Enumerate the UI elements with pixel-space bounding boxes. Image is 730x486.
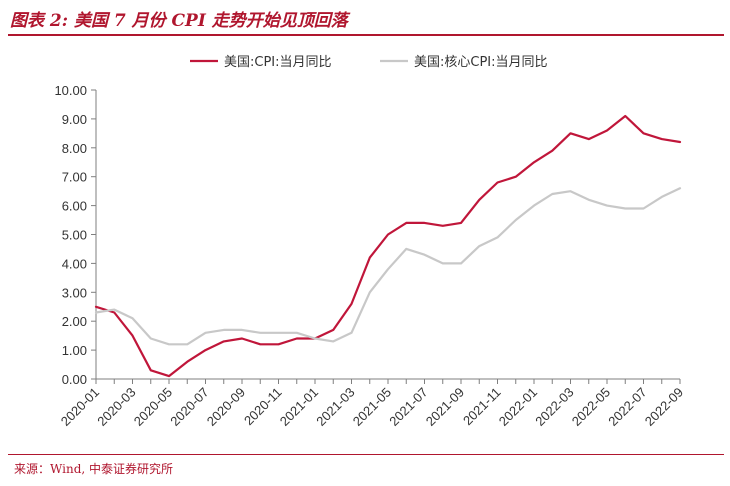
y-tick-label: 3.00 <box>62 285 87 300</box>
x-tick-label: 2020-11 <box>241 385 285 429</box>
x-tick-label: 2020-05 <box>131 385 175 429</box>
series-line-core-cpi <box>94 187 682 346</box>
legend-label: 美国:CPI:当月同比 <box>224 55 332 70</box>
figure-source: 来源：Wind, 中泰证券研究所 <box>14 462 174 476</box>
legend-label: 美国:核心CPI:当月同比 <box>414 55 548 70</box>
x-tick-label: 2022-03 <box>532 385 576 429</box>
title-rule <box>8 34 724 36</box>
x-tick-label: 2021-01 <box>277 385 321 429</box>
y-tick-label: 9.00 <box>62 112 87 127</box>
y-tick-label: 2.00 <box>62 314 87 329</box>
y-tick-label: 10.00 <box>54 83 87 98</box>
x-tick-label: 2020-01 <box>58 385 102 429</box>
x-tick-label: 2022-09 <box>642 385 686 429</box>
chart-series <box>94 114 682 378</box>
x-tick-label: 2022-07 <box>605 385 649 429</box>
chart-legend: 美国:CPI:当月同比 美国:核心CPI:当月同比 <box>190 55 548 70</box>
y-tick-label: 4.00 <box>62 256 87 271</box>
figure-title: 图表 2: 美国 7 月份 CPI 走势开始见顶回落 <box>10 11 348 31</box>
y-tick-label: 7.00 <box>62 170 87 185</box>
x-tick-label: 2022-01 <box>496 385 540 429</box>
y-tick-label: 1.00 <box>62 343 87 358</box>
y-tick-label: 0.00 <box>62 372 87 387</box>
x-tick-label: 2020-07 <box>167 385 211 429</box>
y-tick-label: 8.00 <box>62 141 87 156</box>
x-tick-label: 2021-07 <box>386 385 430 429</box>
x-tick-label: 2021-05 <box>350 385 394 429</box>
series-line-cpi <box>94 114 682 378</box>
x-tick-label: 2021-11 <box>460 385 504 429</box>
figure-header: 图表 2: 美国 7 月份 CPI 走势开始见顶回落 <box>0 0 730 38</box>
x-tick-label: 2021-09 <box>423 385 467 429</box>
y-tick-label: 5.00 <box>62 228 87 243</box>
x-tick-label: 2021-03 <box>313 385 357 429</box>
x-tick-label: 2022-05 <box>569 385 613 429</box>
source-rule <box>8 454 724 455</box>
y-tick-label: 6.00 <box>62 199 87 214</box>
x-tick-label: 2020-09 <box>204 385 248 429</box>
x-tick-label: 2020-03 <box>94 385 138 429</box>
